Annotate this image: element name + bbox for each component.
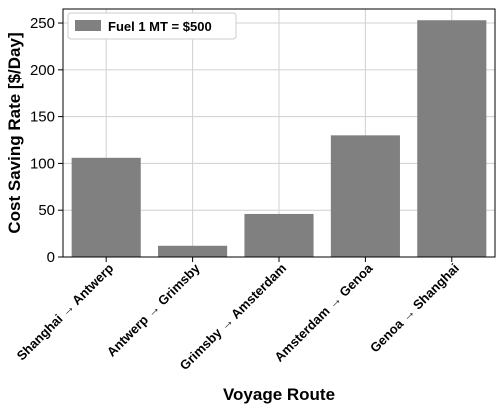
bar	[417, 20, 487, 257]
legend-box	[67, 12, 237, 40]
y-axis-ticks: 0 50 100 150 200 250	[30, 15, 63, 266]
y-tick-label: 250	[30, 15, 55, 32]
legend-label: Fuel 1 MT = $500	[108, 19, 212, 34]
y-axis-label: Cost Saving Rate [$/Day]	[5, 32, 24, 233]
y-tick-label: 150	[30, 109, 55, 126]
y-tick-label: 0	[47, 249, 55, 266]
bar	[244, 213, 314, 257]
y-tick-label: 100	[30, 155, 55, 172]
y-tick-label: 50	[38, 202, 55, 219]
bar	[158, 245, 228, 257]
bars	[71, 20, 487, 257]
bar	[330, 135, 400, 257]
x-axis-label: Voyage Route	[223, 385, 335, 404]
legend: Fuel 1 MT = $500	[67, 12, 237, 40]
y-tick-label: 200	[30, 62, 55, 79]
bar	[71, 157, 141, 257]
legend-swatch	[75, 20, 101, 31]
